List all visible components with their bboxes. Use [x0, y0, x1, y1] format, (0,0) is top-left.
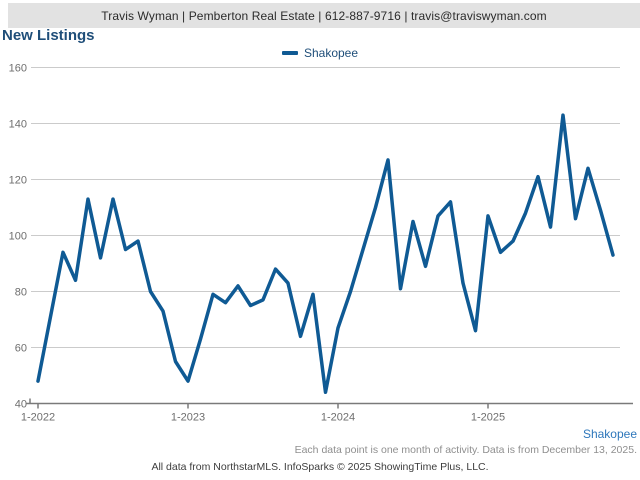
- y-tick-label-100: 100: [9, 231, 27, 243]
- x-tick-label-1-2025: 1-2025: [471, 412, 505, 424]
- chart-legend: Shakopee: [0, 46, 640, 60]
- legend-line-swatch: [281, 51, 298, 55]
- x-tick-label-1-2022: 1-2022: [21, 412, 55, 424]
- header-bar: Travis Wyman | Pemberton Real Estate | 6…: [8, 3, 640, 28]
- y-tick-label-80: 80: [15, 287, 27, 299]
- page-title: New Listings: [2, 27, 95, 44]
- footer-activity-note: Each data point is one month of activity…: [294, 444, 637, 456]
- y-tick-label-120: 120: [9, 175, 27, 187]
- x-tick-label-1-2023: 1-2023: [171, 412, 205, 424]
- y-tick-label-160: 160: [9, 63, 27, 75]
- series-line-shakopee: [36, 113, 615, 395]
- agent-contact-line: Travis Wyman | Pemberton Real Estate | 6…: [101, 8, 547, 23]
- x-tick-label-1-2024: 1-2024: [321, 412, 355, 424]
- legend-label: Shakopee: [303, 46, 359, 60]
- footer-series-label: Shakopee: [582, 427, 637, 441]
- y-tick-label-60: 60: [15, 343, 27, 355]
- footer-copyright-note: All data from NorthstarMLS. InfoSparks ©…: [151, 461, 489, 473]
- y-tick-label-140: 140: [9, 119, 27, 131]
- y-tick-label-40: 40: [15, 399, 27, 411]
